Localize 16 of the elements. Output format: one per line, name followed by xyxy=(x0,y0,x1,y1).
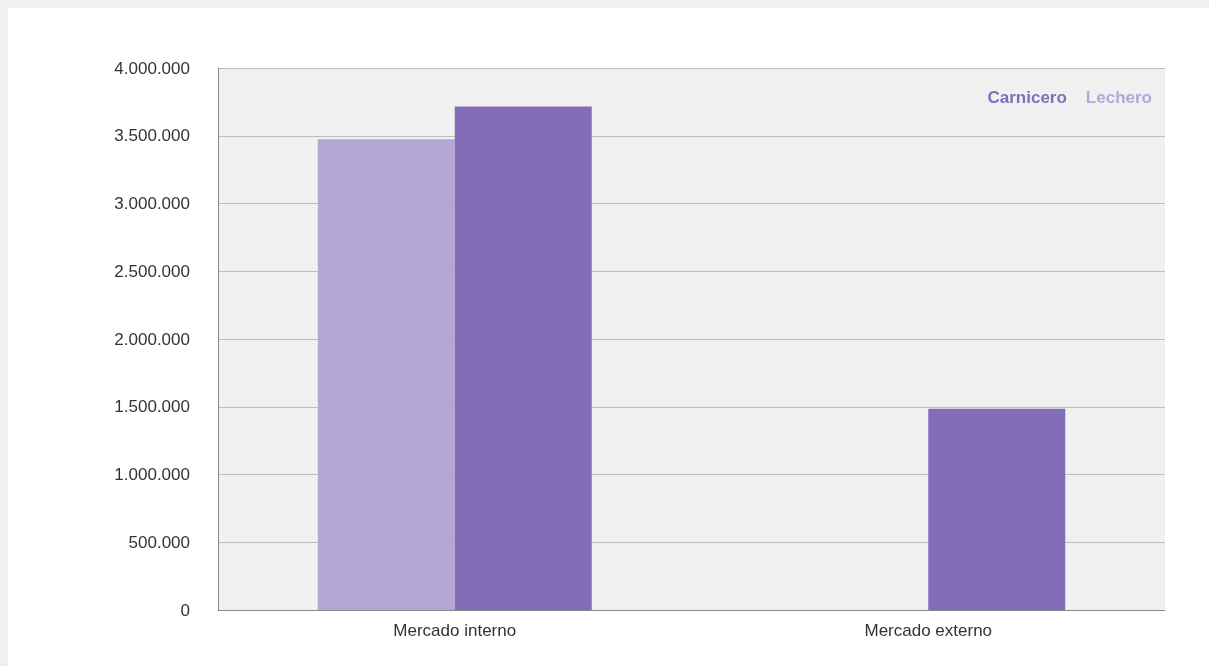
y-tick-label: 500.000 xyxy=(128,532,190,552)
bar xyxy=(454,106,592,610)
text: Lechero xyxy=(1085,88,1153,107)
y-tick-label: 3.500.000 xyxy=(114,126,190,146)
text: Carnicero xyxy=(987,88,1067,107)
x-tick-label: Mercado interno xyxy=(393,621,517,640)
y-tick-label: 0 xyxy=(180,600,190,620)
x-tick-label: Mercado externo xyxy=(864,621,993,640)
y-tick-label: 2.500.000 xyxy=(114,261,190,281)
bar xyxy=(928,408,1066,610)
y-tick-label: 2.000.000 xyxy=(114,329,190,349)
y-tick-label: 4.000.000 xyxy=(114,58,190,78)
y-tick-label: 1.500.000 xyxy=(114,397,190,417)
bar xyxy=(317,139,455,610)
y-tick-label: 1.000.000 xyxy=(114,465,190,484)
y-tick-label: 3.000.000 xyxy=(114,194,190,213)
